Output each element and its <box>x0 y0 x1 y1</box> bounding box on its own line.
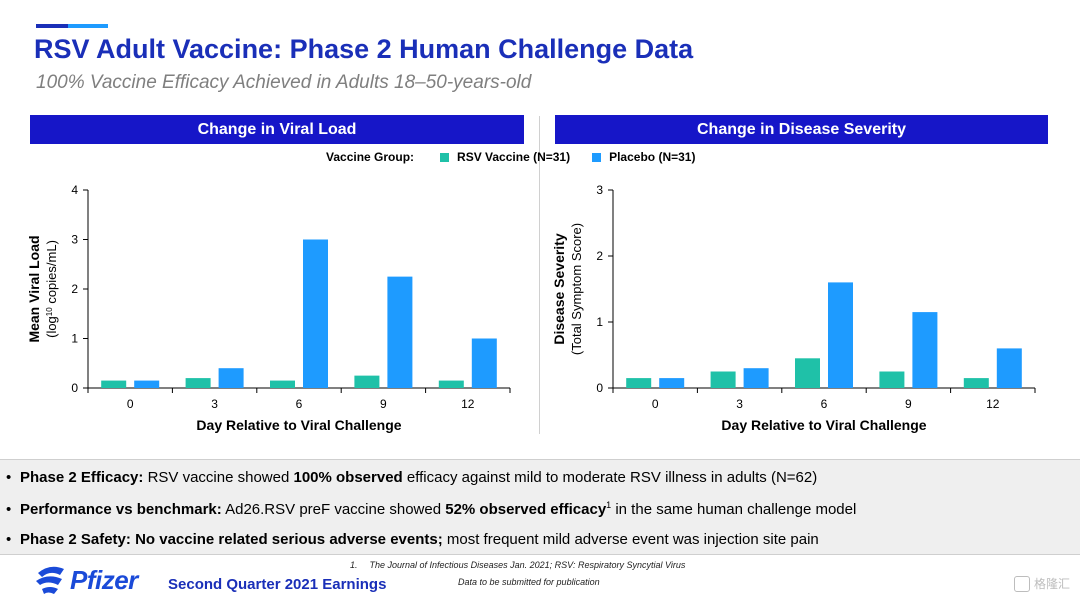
footnote-1: 1. The Journal of Infectious Diseases Jan… <box>350 560 686 570</box>
bar-rsv-vaccine-day-12 <box>963 378 989 388</box>
bar-rsv-vaccine-day-9 <box>879 371 905 388</box>
bar-placebo-day-6 <box>828 282 853 388</box>
y-axis-title: Mean Viral Load <box>26 235 42 342</box>
legend-swatch-placebo <box>592 152 602 162</box>
y-tick-label: 1 <box>71 332 78 346</box>
chart-legend: Vaccine Group: RSV Vaccine (N=31) Placeb… <box>326 150 695 164</box>
legend-text-placebo: Placebo (N=31) <box>609 150 696 164</box>
pfizer-logo-text: Pfizer <box>70 564 138 595</box>
bar-rsv-vaccine-day-6 <box>270 380 295 388</box>
legend-text-rsv-vaccine: RSV Vaccine (N=31) <box>457 150 571 164</box>
earnings-label: Second Quarter 2021 Earnings <box>168 576 387 593</box>
y-tick-label: 1 <box>596 315 603 329</box>
bar-placebo-day-9 <box>387 276 413 388</box>
legend-item-rsv-vaccine: RSV Vaccine (N=31) <box>440 150 570 164</box>
pfizer-logo-icon <box>36 566 64 594</box>
bar-rsv-vaccine-day-0 <box>626 378 652 388</box>
watermark-icon <box>1013 575 1030 592</box>
accent-bar-light <box>68 24 108 28</box>
y-tick-label: 2 <box>71 282 78 296</box>
x-tick-label: 9 <box>380 397 387 411</box>
disease-severity-header: Change in Disease Severity <box>555 115 1048 144</box>
page-subtitle: 100% Vaccine Efficacy Achieved in Adults… <box>36 72 532 93</box>
bar-rsv-vaccine-day-12 <box>438 380 464 388</box>
bar-placebo-day-3 <box>743 368 769 388</box>
section-divider <box>539 116 540 434</box>
viral-load-header: Change in Viral Load <box>30 115 524 144</box>
footnote-2: Data to be submitted for publication <box>458 577 600 587</box>
x-tick-label: 3 <box>736 397 743 411</box>
bar-rsv-vaccine-day-3 <box>185 378 211 388</box>
y-tick-label: 3 <box>71 233 78 247</box>
x-tick-label: 6 <box>296 397 303 411</box>
legend-item-placebo: Placebo (N=31) <box>592 150 695 164</box>
bullet-safety: • Phase 2 Safety: No vaccine related seri… <box>6 531 819 548</box>
x-tick-label: 12 <box>986 397 1000 411</box>
y-tick-label: 0 <box>596 381 603 395</box>
page-title: RSV Adult Vaccine: Phase 2 Human Challen… <box>34 34 694 64</box>
bar-placebo-day-9 <box>912 312 938 388</box>
watermark: 格隆汇 <box>1013 575 1070 592</box>
y-tick-label: 4 <box>71 183 78 197</box>
bar-placebo-day-12 <box>996 348 1022 388</box>
x-tick-label: 6 <box>821 397 828 411</box>
bar-rsv-vaccine-day-9 <box>354 375 380 388</box>
summary-bullets: • Phase 2 Efficacy: RSV vaccine showed 10… <box>0 459 1080 555</box>
bullet-efficacy: • Phase 2 Efficacy: RSV vaccine showed 10… <box>6 469 818 486</box>
x-tick-label: 0 <box>127 397 134 411</box>
y-tick-label: 0 <box>71 381 78 395</box>
x-tick-label: 12 <box>461 397 475 411</box>
x-tick-label: 3 <box>211 397 218 411</box>
y-tick-label: 3 <box>596 183 603 197</box>
bar-rsv-vaccine-day-6 <box>795 358 820 388</box>
y-axis-title: Disease Severity <box>551 233 567 345</box>
legend-label: Vaccine Group: <box>326 150 415 164</box>
x-axis-title: Day Relative to Viral Challenge <box>196 417 401 433</box>
bar-rsv-vaccine-day-3 <box>710 371 736 388</box>
accent-bar-dark <box>36 24 68 28</box>
bar-rsv-vaccine-day-0 <box>101 380 127 388</box>
bar-placebo-day-6 <box>303 239 328 388</box>
x-tick-label: 9 <box>905 397 912 411</box>
bar-placebo-day-0 <box>659 378 685 388</box>
y-axis-subtitle: (Total Symptom Score) <box>569 223 584 355</box>
y-tick-label: 2 <box>596 249 603 263</box>
bullet-benchmark: • Performance vs benchmark: Ad26.RSV preF… <box>6 500 857 518</box>
x-axis-title: Day Relative to Viral Challenge <box>721 417 926 433</box>
y-axis-subtitle: (log10 copies/mL) <box>44 240 59 338</box>
bar-placebo-day-0 <box>134 380 160 388</box>
bar-placebo-day-3 <box>218 368 244 388</box>
pfizer-logo: Pfizer <box>32 563 138 597</box>
bar-placebo-day-12 <box>471 338 497 388</box>
x-tick-label: 0 <box>652 397 659 411</box>
legend-swatch-rsv-vaccine <box>440 152 450 162</box>
